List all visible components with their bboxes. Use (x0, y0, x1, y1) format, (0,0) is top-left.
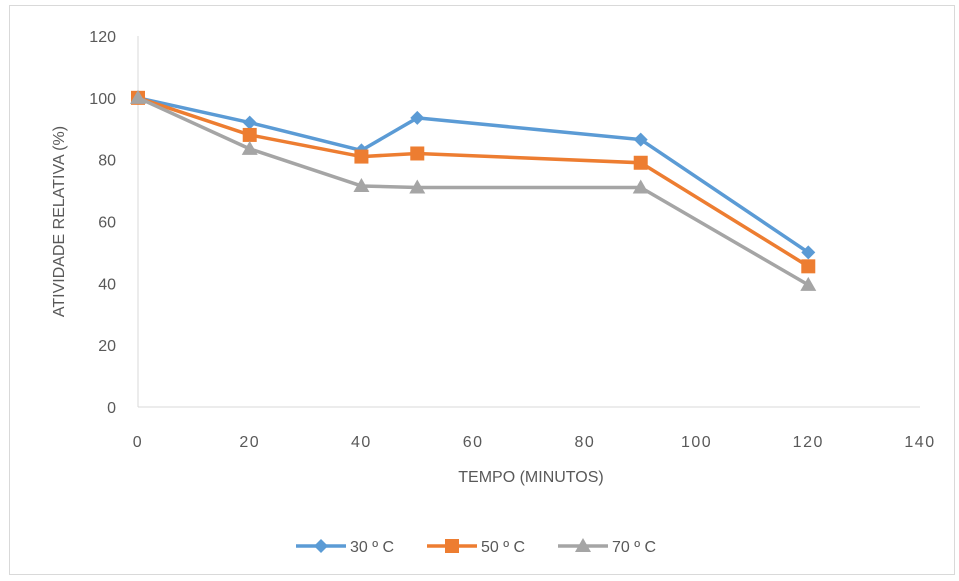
series-line (137, 96, 810, 254)
data-point (410, 110, 425, 125)
legend-marker (575, 538, 591, 552)
y-tick-label: 80 (98, 153, 116, 170)
x-tick-label: 0 (133, 434, 143, 451)
series-2 (131, 90, 816, 274)
x-tick-label: 80 (574, 434, 595, 451)
chart-area (9, 5, 955, 575)
axes (137, 36, 920, 408)
data-point (632, 179, 649, 194)
data-point (800, 276, 817, 291)
legend-label: 50 º C (481, 539, 525, 556)
x-tick-label: 100 (681, 434, 712, 451)
y-axis-ticks: 0 20 40 60 80 100 120 (89, 29, 116, 417)
data-point (242, 127, 257, 142)
y-axis-title: ATIVIDADE RELATIVA (%) (51, 126, 68, 317)
data-point (354, 149, 369, 164)
series-1 (131, 90, 816, 260)
y-tick-label: 40 (98, 276, 116, 293)
x-tick-label: 20 (239, 434, 260, 451)
data-point (410, 146, 425, 161)
legend: 30 º C 50 º C 70 º C (296, 538, 656, 556)
x-axis-title: TEMPO (MINUTOS) (458, 469, 603, 486)
y-tick-label: 100 (89, 91, 116, 108)
legend-label: 70 º C (612, 539, 656, 556)
data-point (409, 179, 426, 194)
legend-item: 30 º C (296, 539, 394, 556)
data-point (241, 140, 258, 155)
series-layer (130, 89, 817, 291)
legend-label: 30 º C (350, 539, 394, 556)
x-tick-label: 140 (904, 434, 935, 451)
data-point (633, 132, 648, 147)
data-point (353, 177, 370, 192)
legend-marker (445, 539, 459, 553)
y-tick-label: 60 (98, 215, 116, 232)
y-tick-label: 120 (89, 29, 116, 46)
data-point (130, 89, 146, 104)
x-axis-ticks: 0 20 40 60 80 100 120 140 (133, 434, 935, 451)
x-tick-label: 40 (351, 434, 372, 451)
series-3 (130, 89, 817, 291)
legend-item: 50 º C (427, 539, 525, 556)
y-tick-label: 20 (98, 338, 116, 355)
data-point (242, 115, 257, 130)
data-point (633, 155, 648, 170)
x-tick-label: 120 (793, 434, 824, 451)
data-point (801, 259, 816, 274)
legend-marker (314, 539, 328, 553)
data-point (801, 245, 816, 260)
legend-item: 70 º C (558, 538, 656, 556)
series-line (137, 96, 810, 268)
y-tick-label: 0 (107, 400, 116, 417)
x-tick-label: 60 (463, 434, 484, 451)
series-line (137, 96, 810, 287)
